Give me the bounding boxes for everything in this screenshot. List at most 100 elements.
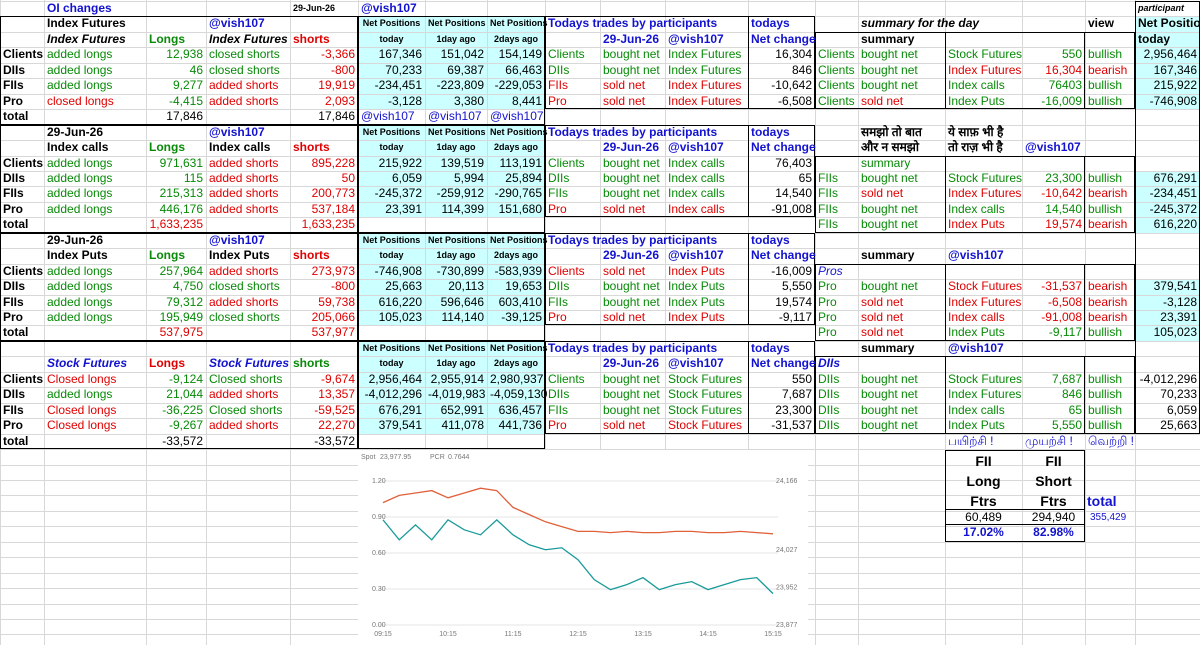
y-tick-label: 0.00 — [372, 622, 386, 629]
cell: Pro — [548, 310, 567, 324]
cell: 550 — [791, 371, 812, 386]
cell: OI changes — [47, 1, 112, 15]
cell: bought net — [603, 371, 660, 386]
cell: Net Positions — [362, 18, 421, 29]
cell: -6,508 — [777, 93, 812, 108]
cell: 411,078 — [441, 418, 485, 433]
cell: @vish107 — [668, 248, 724, 263]
cell: 200,773 — [311, 186, 355, 201]
cell: Index calls — [948, 78, 1005, 93]
cell: @vish107 — [361, 109, 415, 124]
cell: 5,550 — [1051, 418, 1082, 433]
cell: -9,674 — [320, 371, 355, 386]
cell: DIIs — [3, 62, 26, 77]
box-text: 17.02% — [963, 525, 1004, 539]
cell: Net change — [751, 31, 816, 46]
cell-fill — [358, 340, 545, 434]
y-tick-label: 0.30 — [372, 586, 386, 593]
cell: Stock Futures — [948, 47, 1023, 62]
cell: added shorts — [209, 78, 279, 93]
cell: DIIs — [818, 418, 840, 433]
cell: 23,391 — [1160, 310, 1197, 324]
cell: Index Puts — [668, 294, 725, 309]
cell: total — [3, 109, 29, 124]
cell: 379,541 — [378, 418, 422, 433]
cell: 46 — [189, 62, 203, 77]
cell: Index Futures — [47, 16, 126, 31]
cell: bullish — [1088, 201, 1123, 216]
gridline — [0, 294, 1200, 296]
cell: -4,012,296 — [1139, 371, 1197, 386]
cell: 846 — [1061, 387, 1082, 402]
cell: added longs — [47, 186, 113, 201]
cell: 2,093 — [324, 93, 355, 108]
cell: 69,387 — [447, 62, 484, 77]
cell: 16,304 — [1045, 62, 1082, 77]
gridline — [1085, 0, 1086, 645]
cell: Pro — [548, 93, 567, 108]
cell: @vish107 — [209, 16, 265, 31]
cell: summary — [861, 31, 915, 46]
cell: Clients — [818, 78, 855, 93]
cell: added shorts — [209, 186, 279, 201]
cell: -4,059,130 — [490, 387, 548, 402]
cell: Pro — [818, 325, 837, 340]
cell: முயற்சி ! — [1025, 433, 1073, 448]
cell: -290,765 — [494, 186, 542, 201]
cell: DIIs — [818, 356, 841, 371]
block-border — [358, 124, 545, 233]
cell: Clients — [548, 263, 585, 278]
cell: 537,977 — [311, 325, 355, 340]
cell: closed shorts — [209, 47, 280, 62]
cell: और न समझो — [861, 140, 919, 155]
cell: 105,023 — [378, 310, 422, 324]
cell-fill — [1135, 279, 1200, 341]
cell: 652,991 — [440, 402, 484, 417]
cell: Net Positions — [362, 126, 421, 137]
cell: shorts — [293, 248, 330, 263]
cell: Index Puts — [47, 248, 108, 263]
cell: DIIs — [818, 402, 840, 417]
cell: shorts — [293, 356, 330, 371]
cell: Index calls — [668, 201, 725, 216]
cell: 19,919 — [318, 78, 355, 93]
cell: @vish107 — [668, 140, 724, 155]
cell: @vish107 — [490, 109, 544, 124]
x-tick-label: 13:15 — [634, 631, 652, 638]
cell: -16,009 — [771, 263, 812, 278]
y2-tick-label: 24,166 — [776, 478, 798, 485]
cell: Net Positions — [490, 18, 548, 29]
cell: 7,687 — [781, 387, 812, 402]
cell: bullish — [1088, 170, 1123, 185]
cell: 17,846 — [318, 109, 355, 124]
cell: Index calls — [668, 155, 725, 170]
cell: Longs — [149, 248, 185, 263]
block-border — [945, 155, 1085, 233]
x-tick-label: 10:15 — [439, 631, 457, 638]
cell: -229,053 — [494, 78, 542, 93]
cell: Net Positions — [1138, 16, 1200, 31]
cell: 596,646 — [440, 294, 484, 309]
cell: -583,939 — [494, 263, 542, 278]
cell: Closed shorts — [209, 371, 283, 386]
cell: today — [379, 250, 404, 261]
cell: FIIs — [818, 217, 838, 232]
block-border — [748, 340, 815, 434]
block-border — [748, 124, 815, 218]
cell: 13,357 — [318, 387, 355, 402]
gridline — [0, 279, 1200, 281]
cell: 19,653 — [505, 279, 542, 294]
block-border — [945, 356, 1085, 434]
cell: bullish — [1088, 387, 1123, 402]
cell: Stock Futures — [668, 402, 743, 417]
x-tick-label: 11:15 — [505, 631, 522, 638]
cell: -9,124 — [168, 371, 203, 386]
gridline — [0, 263, 1200, 265]
cell: bought net — [603, 402, 660, 417]
cell: added longs — [47, 155, 113, 170]
cell: DIIs — [3, 387, 26, 402]
cell: Index Futures — [948, 387, 1022, 402]
cell: -10,642 — [1041, 186, 1082, 201]
cell: bought net — [603, 186, 660, 201]
cell: Stock Futures — [948, 371, 1023, 386]
